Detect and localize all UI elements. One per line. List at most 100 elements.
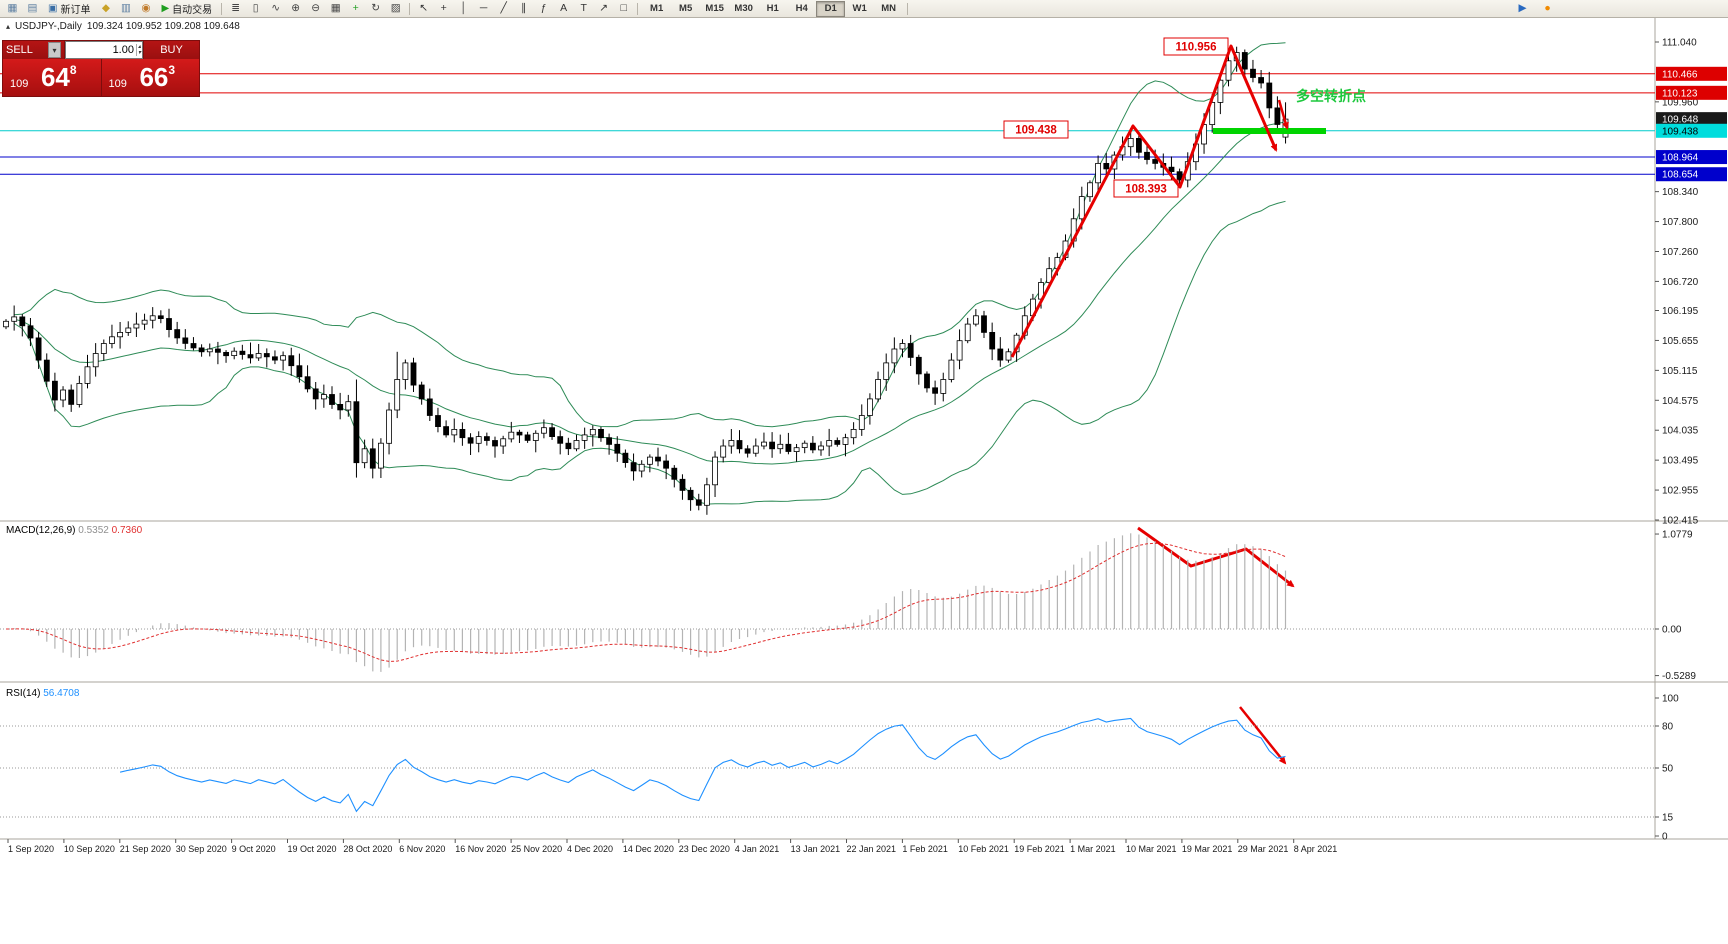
new-order-button-icon: ▣ xyxy=(48,3,58,14)
rsi-line[interactable] xyxy=(119,717,1286,813)
new-order-button[interactable]: ▣ 新订单 xyxy=(43,1,95,16)
sell-button[interactable]: 109 64 8 xyxy=(3,59,101,96)
bar-chart-icon[interactable]: ≣ xyxy=(231,2,241,14)
svg-text:108.393: 108.393 xyxy=(1125,184,1167,196)
vertical-line-icon[interactable]: │ xyxy=(460,2,467,14)
step-up-icon[interactable]: ▴ xyxy=(137,44,141,50)
crosshair-icon[interactable]: + xyxy=(440,2,447,14)
chevron-down-icon[interactable]: ▾ xyxy=(48,42,61,58)
price-tick-label: 108.340 xyxy=(1662,187,1699,198)
volume-stepper[interactable]: ▴ ▾ xyxy=(135,44,141,56)
market-watch-icon[interactable]: ▥ xyxy=(120,2,131,14)
price-tick-label: 102.955 xyxy=(1662,486,1699,497)
cursor-icon[interactable]: ↖ xyxy=(419,2,429,14)
period-cycle-icon[interactable]: ↻ xyxy=(371,2,381,14)
price-badge-108.654: 108.654 xyxy=(1656,167,1727,182)
profiles-icon[interactable]: ▤ xyxy=(27,2,38,14)
svg-text:80: 80 xyxy=(1662,722,1674,733)
date-tick-label: 8 Apr 2021 xyxy=(1294,844,1338,854)
toolbar-right-icons: ▶ ● xyxy=(1513,1,1557,16)
chart-shift-icon[interactable]: ▶ xyxy=(1518,2,1527,14)
price-tick-label: 106.195 xyxy=(1662,306,1699,317)
autotrading-button[interactable]: ▶ 自动交易 xyxy=(156,1,217,16)
horizontal-line-icon[interactable]: ─ xyxy=(479,2,488,14)
date-tick-label: 14 Dec 2020 xyxy=(623,844,674,854)
price-tag-108.393[interactable]: 108.393 xyxy=(1113,179,1179,198)
bollinger-middle-band[interactable] xyxy=(14,121,1286,465)
date-tick-label: 22 Jan 2021 xyxy=(847,844,897,854)
toolbar-separator xyxy=(637,2,639,15)
price-tick-label: 104.035 xyxy=(1662,426,1699,437)
buy-button[interactable]: 109 66 3 xyxy=(101,59,199,96)
timeframe-m1[interactable]: M1 xyxy=(650,3,664,14)
price-tick-label: 106.720 xyxy=(1662,277,1699,288)
trend-arrow-main-0[interactable] xyxy=(1010,44,1278,358)
trend-arrow-main-1[interactable] xyxy=(1277,99,1289,130)
fibonacci-icon[interactable]: ƒ xyxy=(540,2,547,14)
bollinger-upper-band[interactable] xyxy=(14,42,1286,428)
new-chart-icon[interactable]: ▦ xyxy=(7,2,18,14)
date-tick-label: 25 Nov 2020 xyxy=(511,844,562,854)
metaeditor-icon[interactable]: ◆ xyxy=(101,2,110,14)
channel-icon[interactable]: ∥ xyxy=(521,2,527,14)
timeframe-d1[interactable]: D1 xyxy=(816,0,846,17)
zoom-in-icon[interactable]: ⊕ xyxy=(291,2,301,14)
date-tick-label: 10 Sep 2020 xyxy=(64,844,115,854)
sell-mode-button[interactable]: SELL ▾ xyxy=(3,41,65,59)
date-tick-label: 1 Feb 2021 xyxy=(902,844,948,854)
date-tick-label: 9 Oct 2020 xyxy=(232,844,276,854)
new-order-button-label: 新订单 xyxy=(60,5,91,16)
tile-windows-icon[interactable]: ▦ xyxy=(330,2,341,14)
timeframe-h1[interactable]: H1 xyxy=(766,3,779,14)
svg-text:110.956: 110.956 xyxy=(1176,42,1217,54)
svg-text:108.654: 108.654 xyxy=(1662,170,1699,181)
timeframe-m5[interactable]: M5 xyxy=(679,3,693,14)
timeframe-m30[interactable]: M30 xyxy=(734,3,753,14)
toolbar-separator xyxy=(409,2,411,15)
volume-input[interactable]: 1.00 ▴ ▾ xyxy=(65,41,143,59)
trendline-icon[interactable]: ╱ xyxy=(500,2,507,14)
text-label-icon[interactable]: T xyxy=(580,2,587,14)
main-price-pane: 110.956 109.438 108.393 多空转折点 xyxy=(0,37,1655,515)
trend-arrow-rsi-3[interactable] xyxy=(1239,706,1287,765)
date-tick-label: 13 Jan 2021 xyxy=(791,844,841,854)
ohlc-info: ▴ USDJPY-,Daily 109.324 109.952 109.208 … xyxy=(6,21,240,32)
date-tick-label: 10 Feb 2021 xyxy=(958,844,1009,854)
timeframe-m15[interactable]: M15 xyxy=(705,3,724,14)
price-tag-109.438[interactable]: 109.438 xyxy=(1003,120,1069,139)
timeframe-mn[interactable]: MN xyxy=(881,3,897,14)
indicators-icon[interactable]: + xyxy=(352,2,359,14)
svg-text:110.466: 110.466 xyxy=(1662,69,1698,80)
zoom-out-icon[interactable]: ⊖ xyxy=(311,2,321,14)
price-tick-label: 105.655 xyxy=(1662,336,1699,347)
templates-icon[interactable]: ▨ xyxy=(390,2,401,14)
step-down-icon[interactable]: ▾ xyxy=(137,50,141,56)
date-tick-label: 4 Dec 2020 xyxy=(567,844,613,854)
price-tag-110.956[interactable]: 110.956 xyxy=(1163,37,1229,56)
toolbar-separator xyxy=(221,2,223,15)
date-tick-label: 28 Oct 2020 xyxy=(343,844,392,854)
date-tick-label: 19 Feb 2021 xyxy=(1014,844,1065,854)
shapes-icon[interactable]: □ xyxy=(620,2,627,14)
buy-mode-button[interactable]: BUY xyxy=(143,41,199,59)
timeframe-h4[interactable]: H4 xyxy=(795,3,808,14)
arrow-tools-icon[interactable]: ↗ xyxy=(599,2,609,14)
rsi-header: RSI(14) 56.4708 xyxy=(6,688,80,699)
notifications-icon[interactable]: ● xyxy=(1544,2,1551,14)
macd-signal-line[interactable] xyxy=(5,542,1286,662)
macd-header: MACD(12,26,9) 0.5352 0.7360 xyxy=(6,525,143,536)
alerts-icon[interactable]: ◉ xyxy=(141,2,151,14)
text-icon[interactable]: A xyxy=(560,2,568,14)
price-tick-label: 103.495 xyxy=(1662,456,1699,467)
svg-text:100: 100 xyxy=(1662,694,1679,705)
chart-symbol-icon: ▴ xyxy=(6,22,11,31)
svg-text:15: 15 xyxy=(1662,813,1674,824)
candlestick-chart-icon[interactable]: ▯ xyxy=(252,2,259,14)
price-tick-label: 102.415 xyxy=(1662,515,1699,526)
annotation-note-text[interactable]: 多空转折点 xyxy=(1296,88,1366,104)
line-chart-icon[interactable]: ∿ xyxy=(271,2,281,14)
timeframe-w1[interactable]: W1 xyxy=(852,3,867,14)
price-tick-label: 107.800 xyxy=(1662,217,1699,228)
